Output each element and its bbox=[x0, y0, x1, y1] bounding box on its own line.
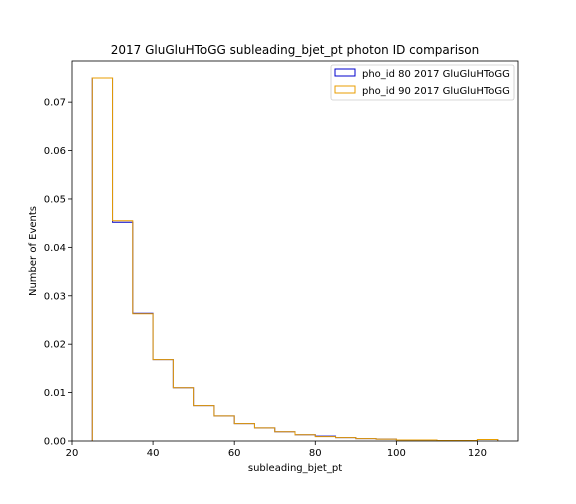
x-tick-label: 120 bbox=[468, 448, 487, 459]
plot-area bbox=[91, 77, 499, 442]
legend-swatch-pho-id-80 bbox=[334, 68, 356, 77]
y-tick-label: 0.00 bbox=[44, 437, 66, 448]
y-tick-label: 0.03 bbox=[44, 291, 66, 302]
x-tick-label: 40 bbox=[147, 448, 160, 459]
y-tick-label: 0.06 bbox=[44, 146, 66, 157]
y-tick-label: 0.04 bbox=[44, 243, 66, 254]
legend: pho_id 80 2017 GluGluHToGG pho_id 90 201… bbox=[330, 64, 515, 101]
legend-swatch-pho-id-90 bbox=[334, 85, 356, 94]
x-axis-label: subleading_bjet_pt bbox=[248, 463, 342, 474]
y-axis-label: Number of Events bbox=[28, 206, 39, 296]
y-tick-label: 0.07 bbox=[44, 98, 66, 109]
y-tick-label: 0.05 bbox=[44, 194, 66, 205]
y-axis: 0.00 0.01 0.02 0.03 0.04 0.05 0.06 0.07 bbox=[44, 98, 72, 448]
y-tick-label: 0.01 bbox=[44, 388, 66, 399]
legend-label-pho-id-80: pho_id 80 2017 GluGluHToGG bbox=[362, 69, 510, 80]
x-tick-label: 60 bbox=[228, 448, 241, 459]
legend-frame bbox=[330, 64, 515, 101]
histogram-series-pho-id-90 bbox=[91, 77, 499, 442]
x-axis: 20 40 60 80 100 120 bbox=[66, 441, 487, 459]
x-tick-label: 100 bbox=[387, 448, 406, 459]
x-tick-label: 20 bbox=[66, 448, 79, 459]
chart-title: 2017 GluGluHToGG subleading_bjet_pt phot… bbox=[111, 43, 479, 57]
y-tick-label: 0.02 bbox=[44, 340, 66, 351]
axes-frame bbox=[71, 60, 519, 442]
x-tick-label: 80 bbox=[309, 448, 322, 459]
legend-label-pho-id-90: pho_id 90 2017 GluGluHToGG bbox=[362, 86, 510, 97]
